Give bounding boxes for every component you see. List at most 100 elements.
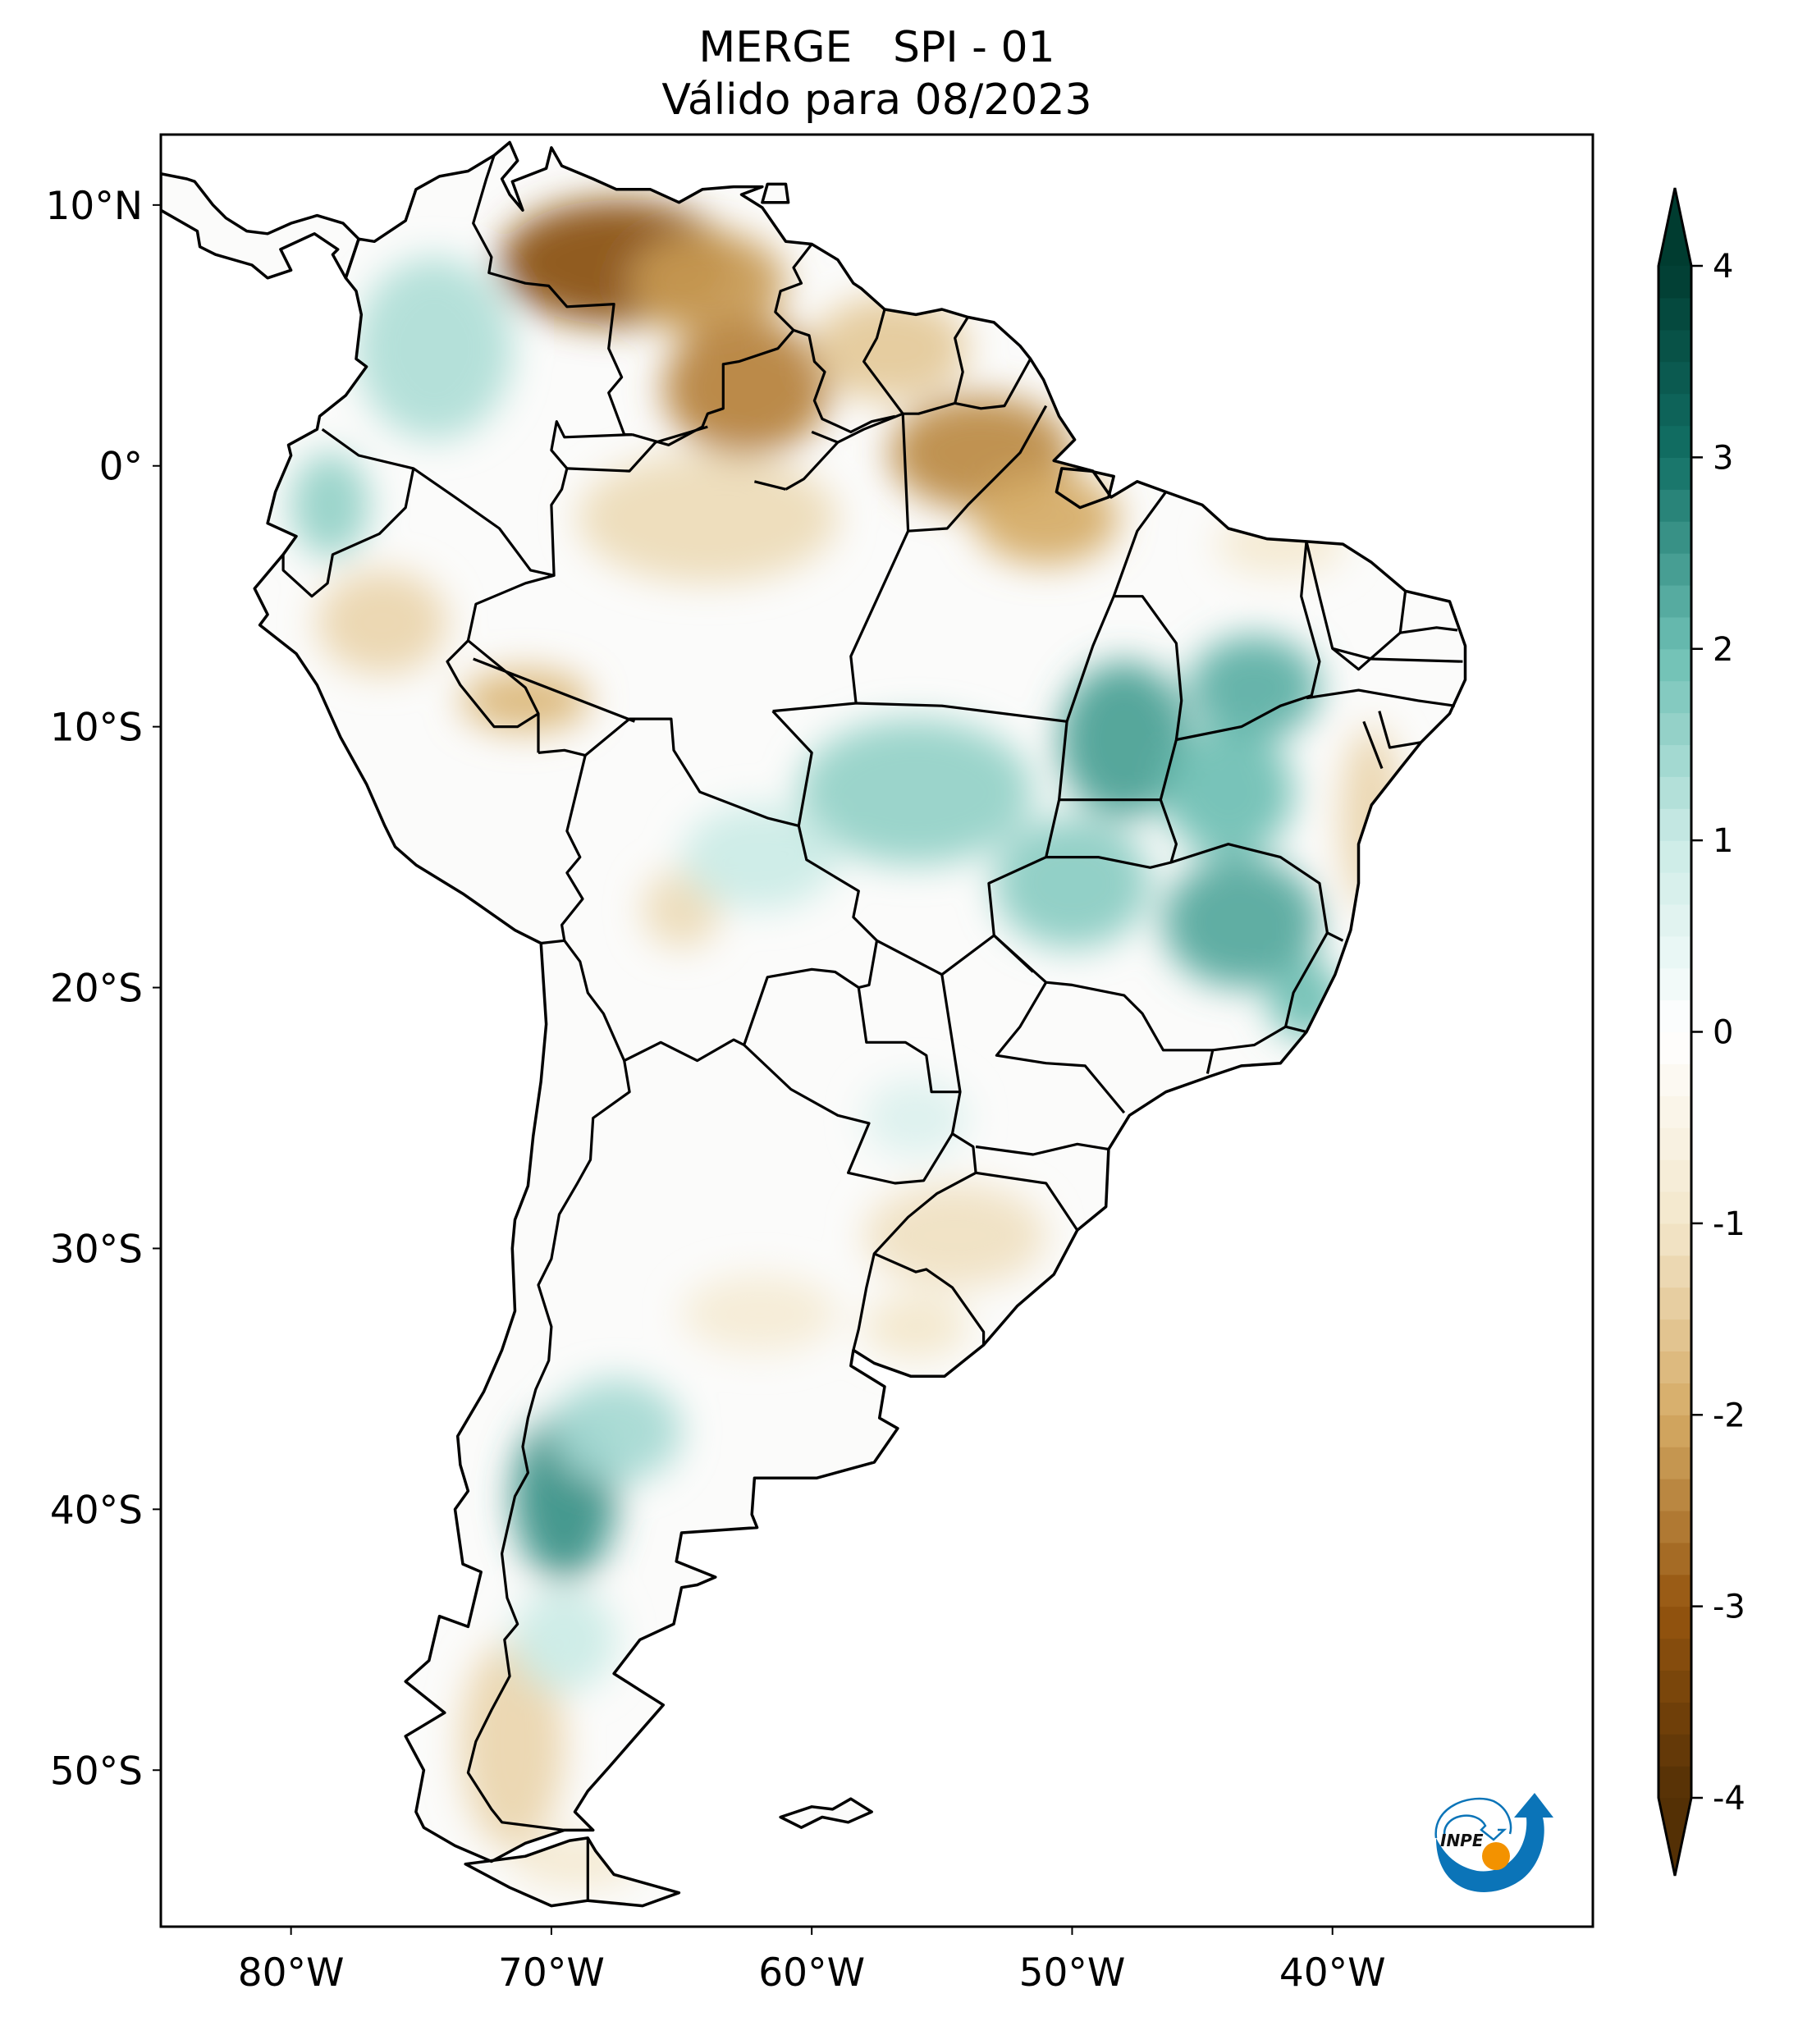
colorbar-segment bbox=[1658, 1638, 1691, 1671]
y-tick-label: 0° bbox=[99, 445, 143, 490]
colorbar-segment bbox=[1658, 584, 1691, 618]
colorbar-segment bbox=[1658, 457, 1691, 490]
colorbar-segment bbox=[1658, 999, 1691, 1033]
map-frame bbox=[159, 133, 1594, 1928]
colorbar-segment bbox=[1658, 1127, 1691, 1160]
x-axis-ticks: 80°W 70°W 60°W 50°W 40°W bbox=[238, 1927, 1386, 1996]
colorbar-segment bbox=[1658, 1415, 1691, 1447]
colorbar-segment bbox=[1658, 840, 1691, 873]
country-border bbox=[1159, 799, 1344, 942]
country-border bbox=[975, 1142, 1109, 1156]
colorbar-segment bbox=[1658, 489, 1691, 522]
coastline bbox=[779, 1797, 873, 1829]
country-border bbox=[1284, 932, 1329, 1034]
colorbar-tick-label: -4 bbox=[1713, 1780, 1745, 1818]
y-tick-label: 10°S bbox=[50, 706, 143, 751]
spi-anomaly-region bbox=[460, 669, 591, 732]
spi-anomaly-region bbox=[863, 1182, 1046, 1288]
spi-anomaly-region bbox=[972, 471, 1119, 565]
spi-anomaly-region bbox=[994, 817, 1151, 949]
inpe-logo-arrow-icon bbox=[1443, 1814, 1507, 1841]
inpe-logo-sun-icon bbox=[1482, 1842, 1510, 1870]
spi-anomaly-region bbox=[512, 1587, 617, 1692]
colorbar-segment bbox=[1658, 1063, 1691, 1096]
colorbar-segment bbox=[1658, 1479, 1691, 1511]
y-axis-ticks: 10°N 0° 10°S 20°S 30°S 40°S 50°S bbox=[46, 184, 161, 1794]
colorbar-segment bbox=[1658, 1383, 1691, 1415]
country-border bbox=[473, 657, 635, 723]
colorbar-segment bbox=[1658, 425, 1691, 458]
country-border bbox=[1332, 647, 1463, 663]
country-border bbox=[908, 405, 1048, 533]
colorbar-segment bbox=[1658, 1510, 1691, 1543]
colorbar: 4 3 2 1 0 -1 -2 -3 -4 bbox=[1657, 187, 1745, 1877]
country-border bbox=[467, 639, 540, 715]
map-subtitle: Válido para 08/2023 bbox=[661, 75, 1092, 125]
country-border bbox=[1399, 626, 1458, 634]
y-tick-label: 40°S bbox=[50, 1488, 143, 1533]
spi-anomaly-region bbox=[681, 805, 838, 910]
spi-anomaly-region bbox=[863, 1078, 968, 1158]
spi-anomaly-region bbox=[812, 296, 968, 401]
country-border bbox=[774, 243, 813, 332]
country-border bbox=[873, 1252, 986, 1346]
y-tick-label: 10°N bbox=[46, 184, 143, 229]
country-border bbox=[852, 1132, 977, 1351]
colorbar-extend-min bbox=[1658, 1798, 1691, 1876]
country-border bbox=[281, 468, 415, 598]
y-tick-label: 30°S bbox=[50, 1227, 143, 1272]
colorbar-segment bbox=[1658, 1542, 1691, 1575]
colorbar-segment bbox=[1658, 521, 1691, 554]
country-border bbox=[1305, 541, 1407, 671]
country-border bbox=[560, 755, 587, 941]
country-border bbox=[631, 329, 795, 446]
colorbar-segment bbox=[1658, 1447, 1691, 1479]
country-border bbox=[940, 974, 962, 1092]
country-border bbox=[772, 414, 910, 713]
colorbar-segment bbox=[1658, 1574, 1691, 1607]
country-border bbox=[446, 574, 555, 753]
spi-anomaly-region bbox=[317, 569, 447, 675]
colorbar-segment bbox=[1658, 266, 1691, 299]
country-border bbox=[1112, 491, 1167, 597]
country-border bbox=[1362, 720, 1384, 770]
inpe-logo-swoosh bbox=[1436, 1793, 1553, 1892]
colorbar-segment bbox=[1658, 1095, 1691, 1128]
colorbar-segment bbox=[1658, 1766, 1691, 1799]
colorbar-tick-label: -1 bbox=[1713, 1205, 1745, 1243]
colorbar-tick-label: 0 bbox=[1713, 1014, 1733, 1052]
spi-anomaly-region bbox=[681, 1274, 838, 1353]
inpe-logo: INPE bbox=[1434, 1793, 1553, 1892]
x-tick-label: 50°W bbox=[1019, 1950, 1126, 1996]
colorbar-segment bbox=[1658, 297, 1691, 331]
spi-anomaly-region bbox=[355, 257, 513, 440]
colorbar-segment bbox=[1658, 1031, 1691, 1064]
colorbar-tick-label: -2 bbox=[1713, 1397, 1745, 1434]
country-border bbox=[754, 480, 786, 491]
colorbar-segment bbox=[1658, 903, 1691, 937]
spi-anomaly-region bbox=[798, 719, 1033, 866]
country-border bbox=[771, 710, 813, 826]
colorbar-segment bbox=[1658, 361, 1691, 395]
spi-anomaly-region bbox=[1059, 661, 1190, 818]
colorbar-segment bbox=[1658, 1287, 1691, 1320]
colorbar-segment bbox=[1658, 967, 1691, 1001]
colorbar-tick-label: 1 bbox=[1713, 822, 1733, 860]
inpe-logo-text: INPE bbox=[1440, 1831, 1484, 1850]
country-border bbox=[321, 420, 633, 577]
country-border bbox=[1206, 1025, 1287, 1074]
spi-anomaly-region bbox=[1163, 726, 1294, 857]
country-border bbox=[862, 309, 904, 415]
spi-anomaly-region bbox=[863, 1295, 968, 1358]
country-border bbox=[623, 967, 962, 1134]
colorbar-segment bbox=[1658, 553, 1691, 586]
colorbar-segment bbox=[1658, 1734, 1691, 1767]
spi-anomaly-region bbox=[1189, 635, 1320, 740]
land-mass bbox=[161, 142, 1466, 1906]
country-border bbox=[566, 425, 708, 473]
country-border bbox=[785, 441, 840, 491]
colorbar-tick-label: 2 bbox=[1713, 631, 1733, 669]
map-area: INPE bbox=[161, 135, 1593, 1927]
colorbar-segment bbox=[1658, 1159, 1691, 1192]
colorbar-segment bbox=[1658, 393, 1691, 427]
